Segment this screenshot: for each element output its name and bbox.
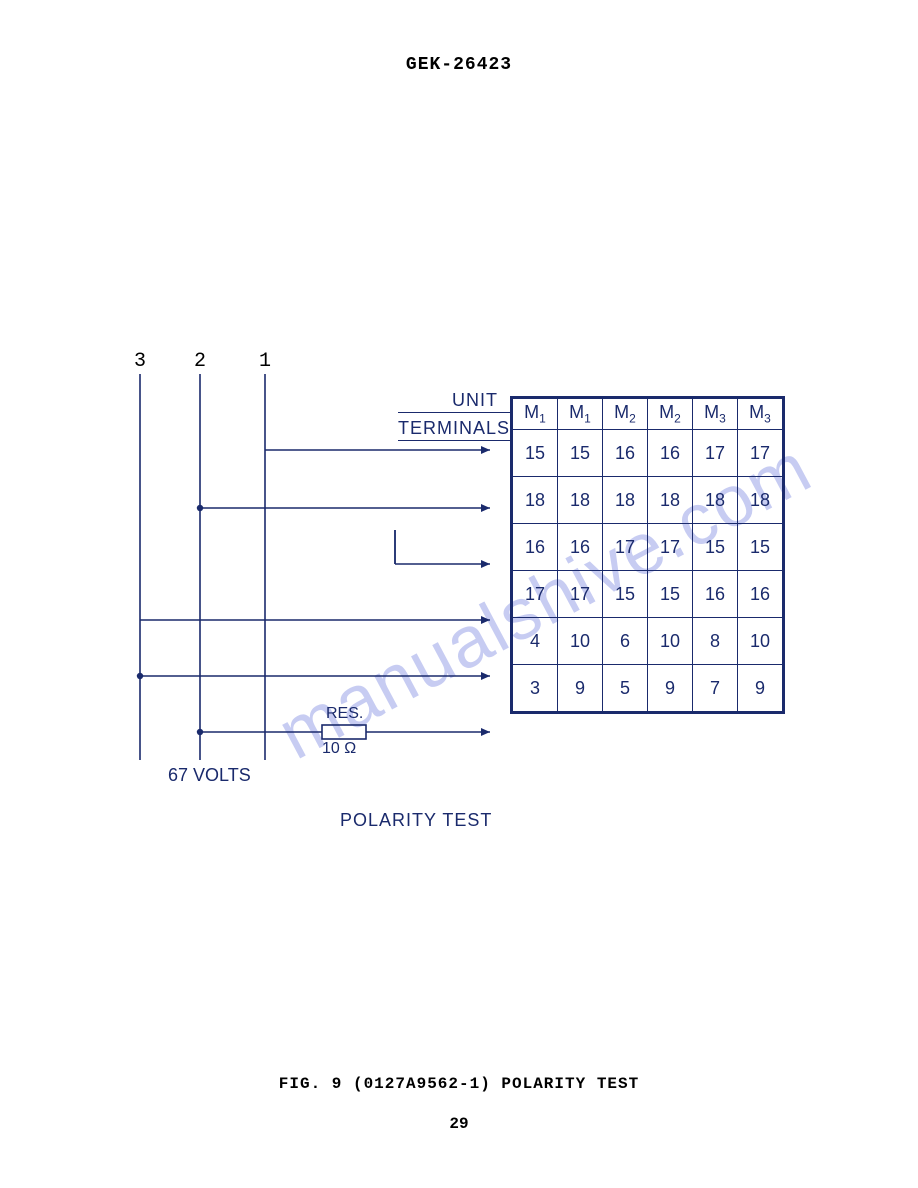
table-cell: 7 [693, 665, 738, 712]
table-row: 410610810 [513, 618, 783, 665]
terminals-table-wrap: M1M1M2M2M3M3 151516161717181818181818161… [510, 396, 785, 714]
table-cell: 17 [513, 571, 558, 618]
unit-underline [398, 412, 510, 413]
table-cell: 16 [558, 524, 603, 571]
table-header-cell: M3 [693, 399, 738, 430]
table-row: 151516161717 [513, 430, 783, 477]
table-row: 161617171515 [513, 524, 783, 571]
table-cell: 16 [693, 571, 738, 618]
table-header-cell: M1 [558, 399, 603, 430]
page-root: GEK-26423 manualshive.com 3 2 1 UNIT TER… [0, 0, 918, 1188]
table-body: 1515161617171818181818181616171715151717… [513, 430, 783, 712]
table-cell: 15 [738, 524, 783, 571]
table-cell: 17 [558, 571, 603, 618]
table-cell: 18 [693, 477, 738, 524]
table-cell: 10 [738, 618, 783, 665]
table-cell: 15 [513, 430, 558, 477]
unit-label: UNIT [398, 390, 498, 411]
table-cell: 8 [693, 618, 738, 665]
volts-label: 67 VOLTS [168, 765, 251, 786]
table-cell: 9 [558, 665, 603, 712]
table-row: 181818181818 [513, 477, 783, 524]
table-cell: 18 [648, 477, 693, 524]
table-cell: 18 [603, 477, 648, 524]
terminals-table: M1M1M2M2M3M3 151516161717181818181818161… [512, 398, 783, 712]
table-cell: 17 [693, 430, 738, 477]
res-label: RES. [326, 705, 363, 723]
table-cell: 10 [558, 618, 603, 665]
table-cell: 16 [603, 430, 648, 477]
table-cell: 17 [648, 524, 693, 571]
table-cell: 5 [603, 665, 648, 712]
table-cell: 9 [738, 665, 783, 712]
terminals-label: TERMINALS [398, 418, 498, 439]
table-row: 171715151616 [513, 571, 783, 618]
terminals-underline [398, 440, 510, 441]
table-row: 395979 [513, 665, 783, 712]
table-cell: 15 [648, 571, 693, 618]
table-cell: 16 [513, 524, 558, 571]
page-number: 29 [0, 1115, 918, 1133]
figure-caption: FIG. 9 (0127A9562-1) POLARITY TEST [0, 1075, 918, 1093]
table-cell: 17 [603, 524, 648, 571]
table-cell: 18 [558, 477, 603, 524]
doc-header: GEK-26423 [0, 55, 918, 75]
table-header-cell: M1 [513, 399, 558, 430]
table-cell: 10 [648, 618, 693, 665]
diagram-area: 3 2 1 UNIT TERMINALS RES. 10 Ω 67 VOLTS … [130, 360, 810, 780]
table-cell: 16 [738, 571, 783, 618]
table-cell: 18 [513, 477, 558, 524]
table-cell: 3 [513, 665, 558, 712]
polarity-label: POLARITY TEST [340, 810, 492, 831]
table-cell: 15 [693, 524, 738, 571]
table-cell: 9 [648, 665, 693, 712]
table-cell: 18 [738, 477, 783, 524]
table-header-row: M1M1M2M2M3M3 [513, 399, 783, 430]
table-cell: 6 [603, 618, 648, 665]
table-cell: 15 [603, 571, 648, 618]
table-cell: 15 [558, 430, 603, 477]
table-cell: 16 [648, 430, 693, 477]
table-cell: 4 [513, 618, 558, 665]
table-header-cell: M2 [648, 399, 693, 430]
table-header-cell: M2 [603, 399, 648, 430]
table-cell: 17 [738, 430, 783, 477]
table-header-cell: M3 [738, 399, 783, 430]
ohm-label: 10 Ω [322, 740, 356, 758]
